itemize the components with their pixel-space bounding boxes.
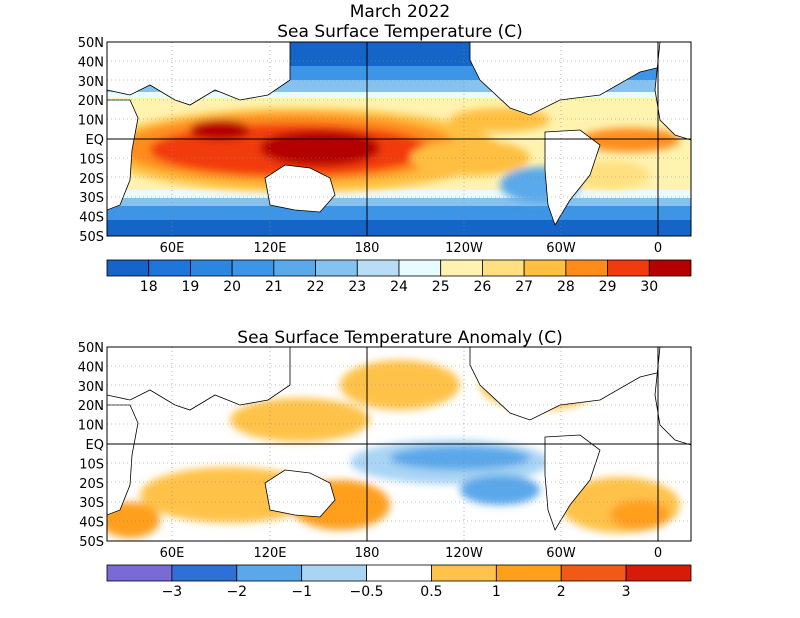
- anomaly-colorbar-swatch: [431, 564, 497, 582]
- lon-label: 60E: [160, 546, 185, 561]
- lon-label: 0: [654, 546, 662, 561]
- anomaly-colorbar-label: −0.5: [350, 584, 384, 600]
- sst-land: [107, 42, 691, 226]
- lat-label: 40N: [78, 360, 104, 375]
- sst-colorbar-label: 20: [223, 279, 241, 295]
- sst-colorbar-label: 29: [599, 279, 617, 295]
- sst-colorbar-swatch: [273, 259, 316, 277]
- sst-colorbar-swatch: [607, 259, 650, 277]
- sst-colorbar-label: 27: [515, 279, 533, 295]
- lat-label: 40S: [79, 516, 104, 531]
- sst-colorbar-label: 24: [390, 279, 408, 295]
- lon-label: 120E: [253, 241, 286, 256]
- lat-label: 50S: [79, 535, 104, 550]
- lat-label: 20S: [79, 172, 104, 187]
- lat-label: 40N: [78, 55, 104, 70]
- sst-colorbar-swatch: [398, 259, 442, 277]
- sst-colorbar-swatch: [482, 259, 525, 277]
- anomaly-colorbar-label: 1: [492, 584, 501, 600]
- sst-colorbar-swatch: [106, 259, 150, 277]
- lat-label: 30N: [78, 380, 104, 395]
- lat-label: 30S: [79, 496, 104, 511]
- map-title-sst: Sea Surface Temperature (C): [277, 22, 523, 42]
- anomaly-colorbar-label: 2: [557, 584, 566, 600]
- anomaly-colorbar-swatch: [625, 564, 692, 582]
- sst-colorbar-label: 25: [432, 279, 450, 295]
- anomaly-colorbar-label: 3: [622, 584, 631, 600]
- lat-label: 50N: [78, 36, 104, 51]
- lat-label: EQ: [86, 438, 104, 453]
- sst-colorbar-swatch: [315, 259, 358, 277]
- lat-label: 30N: [78, 75, 104, 90]
- anomaly-colorbar-swatch: [495, 564, 562, 582]
- map-title-anomaly: Sea Surface Temperature Anomaly (C): [237, 328, 563, 348]
- sst-colorbar-swatch: [565, 259, 608, 277]
- lat-label: 10S: [79, 457, 104, 472]
- lon-label: 60E: [160, 241, 185, 256]
- lat-label: 40S: [79, 211, 104, 226]
- lat-label: 10N: [78, 419, 104, 434]
- lon-label: 180: [355, 241, 380, 256]
- lon-label: 120E: [253, 546, 286, 561]
- lat-label: 10N: [78, 114, 104, 129]
- lat-label: EQ: [86, 133, 104, 148]
- anomaly-land: [107, 347, 691, 531]
- sst-colorbar-swatch: [231, 259, 275, 277]
- lon-label: 120W: [445, 241, 483, 256]
- lat-label: 20S: [79, 477, 104, 492]
- lat-label: 10S: [79, 152, 104, 167]
- sst-colorbar-swatch: [523, 259, 567, 277]
- lat-label: 30S: [79, 191, 104, 206]
- lon-label: 60W: [546, 241, 576, 256]
- sst-colorbar-label: 28: [557, 279, 575, 295]
- anomaly-colorbar-swatch: [366, 564, 432, 582]
- anomaly-colorbar-swatch: [171, 564, 238, 582]
- anomaly-colorbar-label: −2: [226, 584, 247, 600]
- lon-label: 60W: [546, 546, 576, 561]
- sst-colorbar-label: 22: [307, 279, 325, 295]
- sst-colorbar-swatch: [356, 259, 400, 277]
- sst-colorbar-label: 26: [474, 279, 492, 295]
- lat-label: 20N: [78, 94, 104, 109]
- sst-colorbar-swatch: [648, 259, 692, 277]
- lon-label: 0: [654, 241, 662, 256]
- lon-label: 120W: [445, 546, 483, 561]
- sst-colorbar-label: 30: [640, 279, 658, 295]
- anomaly-colorbar-swatch: [106, 564, 173, 582]
- map-title-date: March 2022: [349, 2, 451, 22]
- anomaly-colorbar-swatch: [236, 564, 303, 582]
- sst-colorbar-label: 18: [140, 279, 158, 295]
- lat-label: 20N: [78, 399, 104, 414]
- anomaly-colorbar-label: −3: [162, 584, 183, 600]
- anomaly-colorbar-swatch: [301, 564, 367, 582]
- sst-colorbar-label: 19: [182, 279, 200, 295]
- sst-colorbar-swatch: [440, 259, 483, 277]
- lat-label: 50N: [78, 341, 104, 356]
- anomaly-colorbar-label: 0.5: [420, 584, 442, 600]
- sst-colorbar-swatch: [148, 259, 191, 277]
- sst-map: [107, 42, 691, 236]
- anomaly-colorbar-label: −1: [291, 584, 312, 600]
- sst-colorbar-swatch: [190, 259, 233, 277]
- sst-colorbar-label: 23: [348, 279, 366, 295]
- anomaly-colorbar-swatch: [560, 564, 627, 582]
- sst-colorbar-label: 21: [265, 279, 283, 295]
- anomaly-map: [107, 347, 691, 541]
- lat-label: 50S: [79, 230, 104, 245]
- lon-label: 180: [355, 546, 380, 561]
